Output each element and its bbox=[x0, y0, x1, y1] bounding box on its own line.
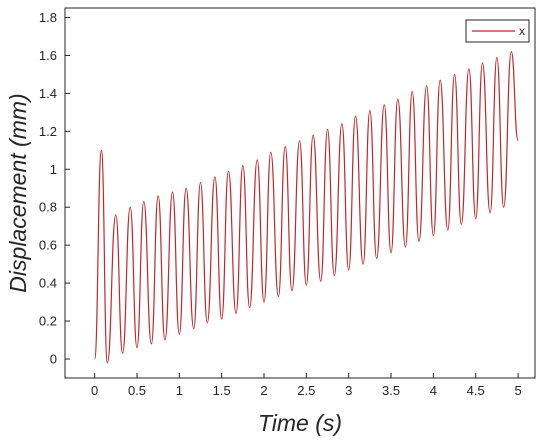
x-tick-label: 0 bbox=[91, 383, 98, 398]
x-tick-label: 2 bbox=[260, 383, 267, 398]
legend: x bbox=[465, 19, 530, 43]
series-line-x bbox=[94, 51, 519, 364]
plot-area bbox=[64, 7, 536, 379]
x-axis-ticks: 0 0.5 1 1.5 2 2.5 3 3.5 4 4.5 5 bbox=[91, 373, 522, 398]
y-tick-label: 1.6 bbox=[39, 48, 57, 63]
y-tick-label: 0.2 bbox=[39, 314, 57, 329]
x-axis-title: Time (s) bbox=[258, 410, 342, 436]
y-axis-title: Displacement (mm) bbox=[5, 93, 31, 292]
x-tick-label: 0.5 bbox=[128, 383, 146, 398]
y-tick-label: 1.8 bbox=[39, 10, 57, 25]
y-tick-label: 1 bbox=[50, 162, 57, 177]
x-tick-label: 4 bbox=[430, 383, 437, 398]
y-axis-ticks: 0 0.2 0.4 0.6 0.8 1 1.2 1.4 1.6 1.8 bbox=[39, 10, 70, 367]
x-tick-label: 5 bbox=[514, 383, 521, 398]
x-tick-label: 4.5 bbox=[467, 383, 485, 398]
series-layer bbox=[94, 51, 519, 364]
x-tick-label: 2.5 bbox=[297, 383, 315, 398]
x-tick-label: 3 bbox=[345, 383, 352, 398]
y-tick-label: 0.8 bbox=[39, 200, 57, 215]
y-tick-label: 0.6 bbox=[39, 238, 57, 253]
x-tick-label: 1.5 bbox=[213, 383, 231, 398]
legend-label: x bbox=[519, 24, 525, 38]
y-tick-label: 0 bbox=[50, 352, 57, 367]
y-tick-label: 1.4 bbox=[39, 86, 57, 101]
y-tick-label: 1.2 bbox=[39, 124, 57, 139]
y-tick-label: 0.4 bbox=[39, 276, 57, 291]
x-tick-label: 3.5 bbox=[382, 383, 400, 398]
x-tick-label: 1 bbox=[176, 383, 183, 398]
